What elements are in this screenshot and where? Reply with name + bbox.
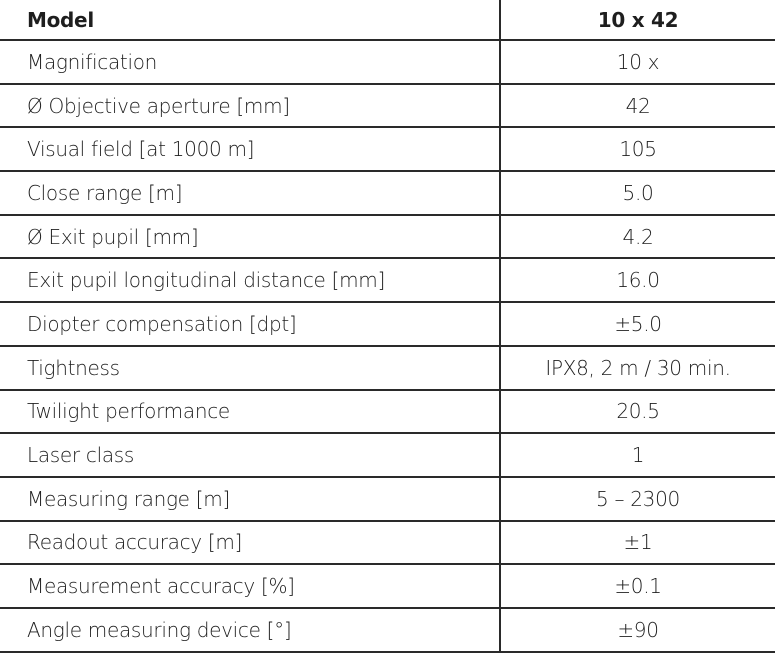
spec-label: Diopter compensation [dpt] [0, 302, 501, 347]
table-header-row: Model 10 x 42 [0, 0, 775, 41]
table-row: Visual field [at 1000 m] 105 [0, 127, 775, 173]
spec-value: ±1 [500, 520, 775, 566]
table-row: Laser class 1 [0, 433, 775, 478]
table-row: Tightness IPX8, 2 m / 30 min. [0, 345, 775, 391]
spec-label: Measuring range [m] [0, 476, 501, 522]
spec-label: Twilight performance [0, 389, 501, 435]
spec-label: Angle measuring device [°] [0, 607, 501, 653]
spec-value: 20.5 [500, 389, 775, 435]
spec-label: Measurement accuracy [%] [0, 564, 501, 609]
spec-label: Ø Objective aperture [mm] [0, 83, 501, 129]
spec-value: 5 – 2300 [500, 476, 775, 522]
spec-value: 10 x [500, 40, 775, 85]
header-label: Model [0, 0, 501, 41]
spec-value: IPX8, 2 m / 30 min. [500, 345, 775, 391]
spec-label: Readout accuracy [m] [0, 520, 501, 566]
spec-value: 5.0 [500, 171, 775, 216]
spec-label: Ø Exit pupil [mm] [0, 214, 501, 260]
table-row: Exit pupil longitudinal distance [mm] 16.… [0, 258, 775, 304]
spec-label: Visual field [at 1000 m] [0, 127, 501, 173]
spec-label: Magnification [0, 40, 501, 85]
table-row: Ø Exit pupil [mm] 4.2 [0, 214, 775, 260]
spec-value: 1 [500, 433, 775, 478]
header-value: 10 x 42 [500, 0, 775, 41]
spec-value: ±5.0 [500, 302, 775, 347]
table-row: Magnification 10 x [0, 40, 775, 85]
spec-label: Close range [m] [0, 171, 501, 216]
table-row: Readout accuracy [m] ±1 [0, 520, 775, 566]
spec-label: Laser class [0, 433, 501, 478]
spec-value: 4.2 [500, 214, 775, 260]
table-row: Twilight performance 20.5 [0, 389, 775, 435]
spec-value: ±0.1 [500, 564, 775, 609]
spec-value: 42 [500, 83, 775, 129]
spec-label: Exit pupil longitudinal distance [mm] [0, 258, 501, 304]
table-row: Diopter compensation [dpt] ±5.0 [0, 302, 775, 347]
table-row: Ø Objective aperture [mm] 42 [0, 83, 775, 129]
table-row: Angle measuring device [°] ±90 [0, 607, 775, 653]
spec-value: 16.0 [500, 258, 775, 304]
spec-label: Tightness [0, 345, 501, 391]
spec-value: 105 [500, 127, 775, 173]
spec-value: ±90 [500, 607, 775, 653]
table-row: Close range [m] 5.0 [0, 171, 775, 216]
table-row: Measuring range [m] 5 – 2300 [0, 476, 775, 522]
table-row: Measurement accuracy [%] ±0.1 [0, 564, 775, 609]
